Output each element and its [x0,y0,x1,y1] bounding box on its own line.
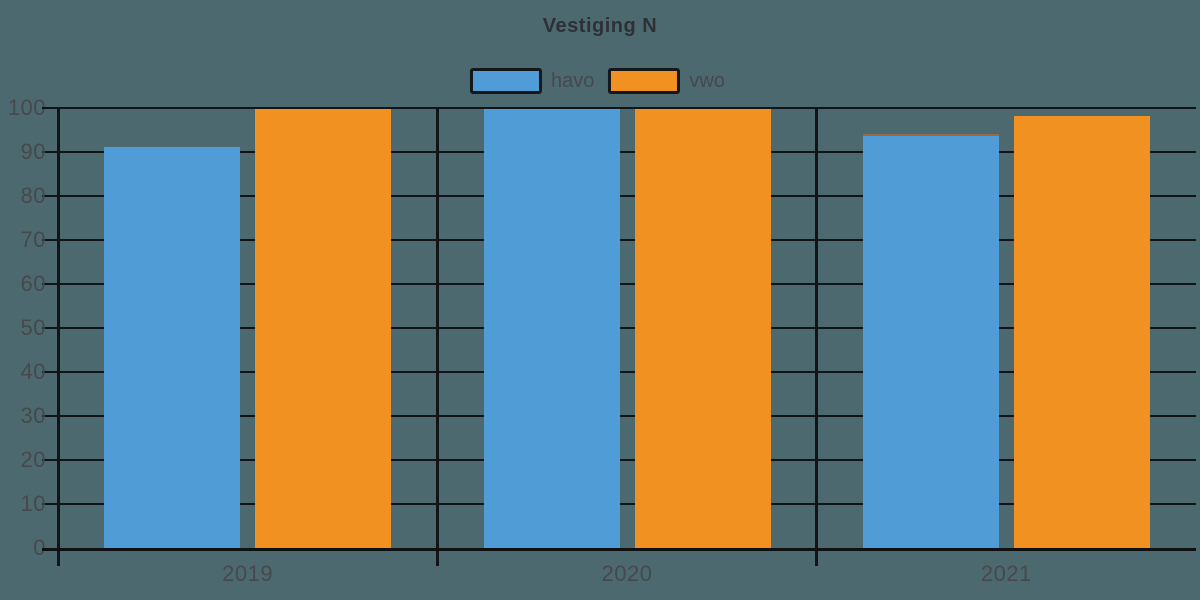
y-tick-label-60: 60 [20,270,46,296]
y-tick-label-50: 50 [20,314,46,340]
y-tick-label-40: 40 [20,358,46,384]
legend-label-havo: havo [550,69,595,92]
y-tick-label-90: 90 [20,138,46,164]
bar-havo-2020 [483,107,620,548]
y-tick-label-0: 0 [33,535,46,560]
bar-vwo-2019 [255,107,392,548]
x-tick-label-2021: 2021 [980,561,1032,586]
y-tick-label-30: 30 [20,402,46,428]
y-tick-label-70: 70 [20,226,46,252]
legend-swatch-vwo [608,68,681,94]
group-separator-2 [815,107,819,566]
legend-item-vwo: vwo [608,68,725,94]
bar-vwo-2020 [634,107,771,548]
y-axis-line [56,107,60,566]
x-tick-label-2019: 2019 [222,561,274,586]
legend-item-havo: havo [469,68,595,94]
gridline-y-100 [42,106,1196,109]
bar-havo-2021 [862,133,999,548]
legend: havo vwo [469,68,725,94]
y-tick-label-10: 10 [20,490,46,516]
y-tick-label-20: 20 [20,446,46,472]
bar-havo-2019 [104,147,241,548]
x-tick-label-2020: 2020 [601,561,653,586]
legend-label-vwo: vwo [689,69,725,92]
x-axis-line [42,548,1196,551]
annotation-stripe-havo-2021 [862,133,999,137]
y-tick-label-100: 100 [7,94,46,120]
y-tick-label-80: 80 [20,182,46,208]
chart-title: Vestiging N [542,15,658,37]
group-separator-1 [435,107,439,566]
legend-swatch-havo [469,68,542,94]
bar-vwo-2021 [1013,116,1150,548]
